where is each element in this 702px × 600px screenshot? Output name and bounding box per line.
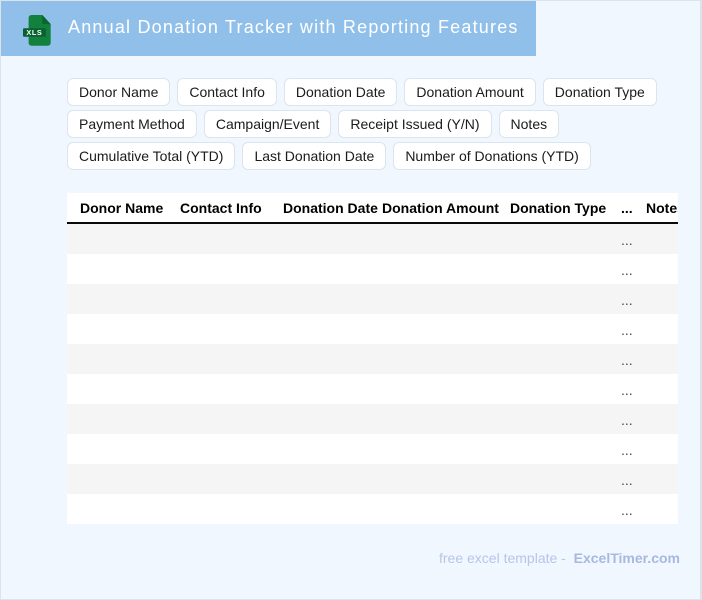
svg-text:XLS: XLS	[26, 28, 42, 37]
